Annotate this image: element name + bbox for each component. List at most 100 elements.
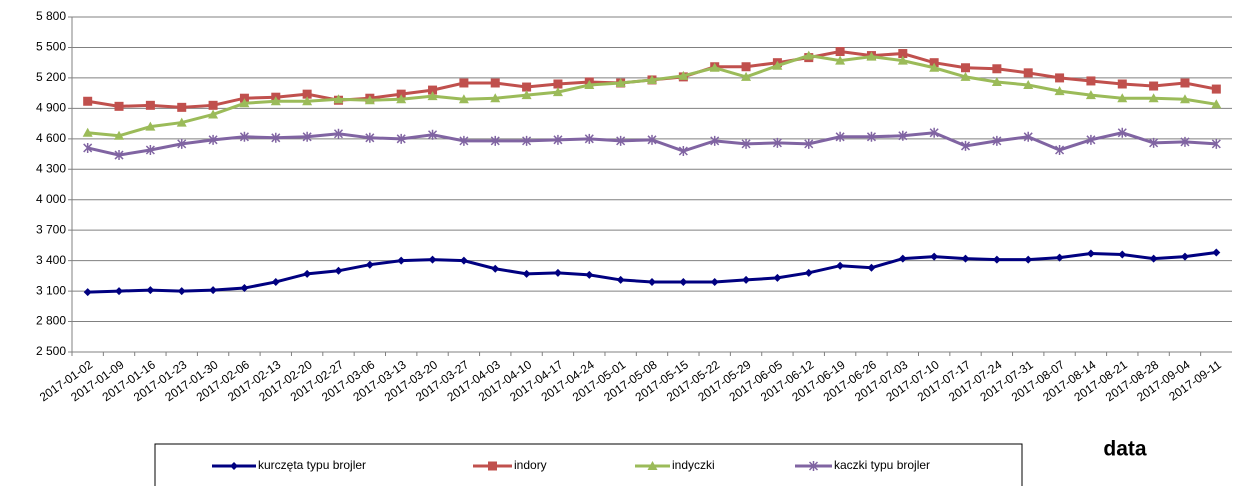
marker xyxy=(490,135,500,146)
marker xyxy=(396,133,406,144)
marker xyxy=(490,78,500,88)
marker xyxy=(1180,78,1190,88)
marker xyxy=(678,146,688,156)
marker xyxy=(333,128,344,139)
legend-label: indyczki xyxy=(672,458,715,472)
legend-label: kurczęta typu brojler xyxy=(258,458,366,472)
marker xyxy=(83,288,92,297)
marker xyxy=(177,138,187,149)
marker xyxy=(302,131,312,142)
marker xyxy=(1180,252,1189,261)
marker xyxy=(836,261,845,270)
marker xyxy=(83,96,93,106)
marker xyxy=(773,273,782,282)
marker xyxy=(867,263,876,272)
marker xyxy=(146,286,155,295)
y-tick-label: 4 300 xyxy=(36,161,66,175)
marker xyxy=(459,135,469,146)
marker xyxy=(1149,81,1159,91)
marker xyxy=(1055,73,1065,83)
marker xyxy=(1085,90,1096,100)
marker xyxy=(897,55,908,65)
series-line xyxy=(87,251,1217,294)
marker xyxy=(992,64,1002,74)
marker xyxy=(709,62,720,72)
marker xyxy=(1149,137,1159,148)
marker xyxy=(365,132,375,143)
y-tick-label: 2 500 xyxy=(36,344,66,358)
marker xyxy=(177,287,186,296)
x-axis-title: data xyxy=(1103,438,1147,461)
marker xyxy=(490,93,501,103)
marker xyxy=(303,269,312,278)
marker xyxy=(1086,76,1096,86)
y-tick-label: 4 000 xyxy=(36,192,66,206)
marker xyxy=(584,133,594,144)
legend-box xyxy=(154,443,1023,486)
marker xyxy=(521,90,532,100)
marker xyxy=(177,102,187,112)
marker xyxy=(114,130,125,140)
legend-label: kaczki typu brojler xyxy=(834,458,930,472)
marker xyxy=(1211,84,1221,94)
marker xyxy=(145,144,155,155)
legend-item: indyczki xyxy=(635,458,715,472)
y-tick-label: 5 200 xyxy=(36,70,66,84)
marker xyxy=(960,140,971,151)
y-tick-label: 3 100 xyxy=(36,283,66,297)
marker xyxy=(930,252,939,261)
y-tick-label: 5 500 xyxy=(36,40,66,54)
marker xyxy=(803,50,814,60)
marker xyxy=(960,71,971,81)
marker xyxy=(866,131,876,142)
marker xyxy=(522,82,532,92)
marker xyxy=(1211,138,1221,149)
marker xyxy=(741,62,751,72)
marker xyxy=(804,138,814,149)
marker xyxy=(961,63,971,73)
marker xyxy=(553,134,563,145)
marker xyxy=(208,134,218,145)
marker xyxy=(961,254,970,263)
marker xyxy=(1055,253,1064,262)
legend-label: indory xyxy=(514,458,547,472)
marker xyxy=(1024,255,1033,264)
marker xyxy=(898,130,908,141)
legend-item: indory xyxy=(473,458,547,472)
marker xyxy=(1117,79,1127,89)
marker xyxy=(929,127,939,138)
y-tick-label: 4 600 xyxy=(36,131,66,145)
marker xyxy=(240,284,249,293)
marker xyxy=(1212,248,1221,257)
y-tick-label: 2 800 xyxy=(36,314,66,328)
y-tick-label: 3 400 xyxy=(36,253,66,267)
marker xyxy=(1149,254,1158,263)
marker xyxy=(647,74,657,84)
marker xyxy=(553,79,563,89)
legend-item: kaczki typu brojler xyxy=(795,458,930,472)
marker xyxy=(83,142,93,153)
marker xyxy=(804,268,813,277)
marker xyxy=(835,131,845,142)
marker xyxy=(333,94,344,104)
marker xyxy=(239,93,249,103)
marker xyxy=(271,277,280,286)
marker xyxy=(929,58,939,68)
y-tick-label: 4 900 xyxy=(36,101,66,115)
marker xyxy=(1148,93,1159,103)
marker xyxy=(1054,86,1065,96)
marker xyxy=(397,256,406,265)
marker xyxy=(459,78,469,88)
marker xyxy=(239,131,249,142)
marker xyxy=(302,96,313,106)
marker xyxy=(365,260,374,269)
marker xyxy=(898,254,907,263)
marker xyxy=(1023,80,1034,90)
marker xyxy=(270,96,281,106)
marker xyxy=(427,91,438,101)
marker xyxy=(114,150,124,161)
marker xyxy=(209,286,218,295)
marker xyxy=(396,94,407,104)
y-tick-label: 5 800 xyxy=(36,9,66,23)
